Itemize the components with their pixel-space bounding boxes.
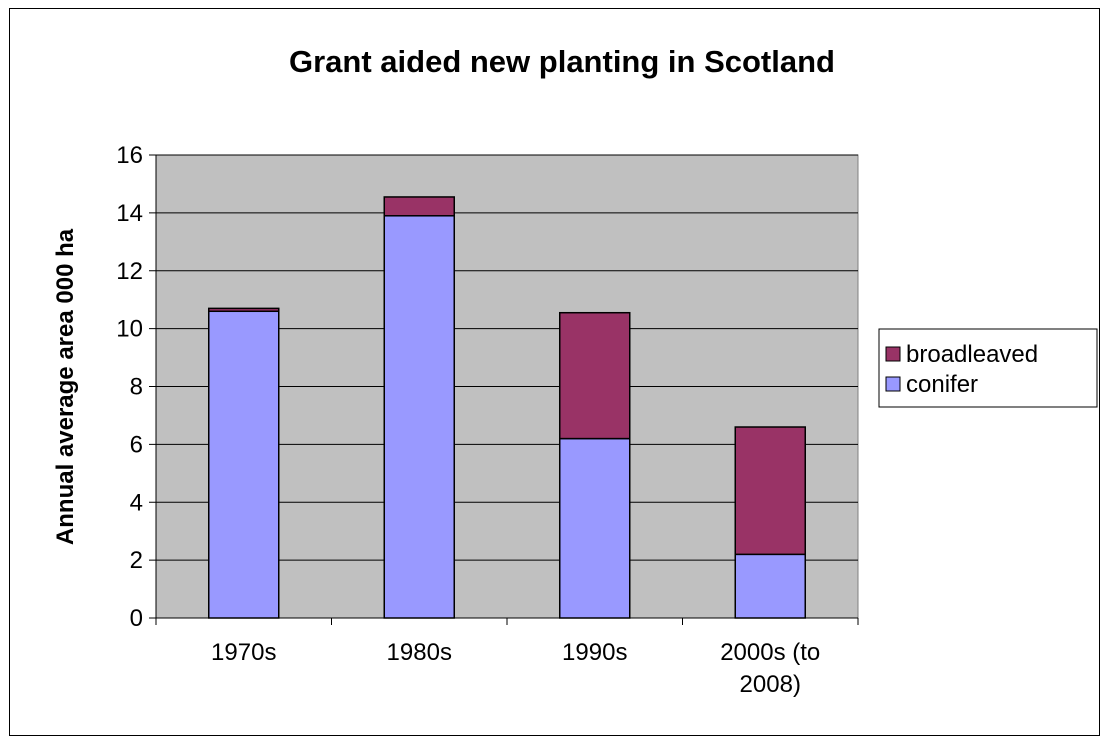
- legend-label-conifer: conifer: [906, 371, 978, 398]
- x-category-label-line: 1970s: [211, 639, 276, 666]
- chart-title: Grant aided new planting in Scotland: [289, 44, 835, 79]
- bar-broadleaved-3: [734, 426, 806, 556]
- x-category-label-line: 1980s: [387, 639, 452, 666]
- bar-conifer-2: [559, 437, 631, 619]
- y-tick-label: 16: [116, 142, 143, 169]
- x-category-label: 1980s: [387, 639, 452, 666]
- x-category-label-line: 2008): [740, 671, 801, 698]
- x-category-label: 1970s: [211, 639, 276, 666]
- y-tick-label: 4: [130, 489, 143, 516]
- legend-label-broadleaved: broadleaved: [906, 341, 1038, 368]
- bar-conifer-0: [208, 310, 280, 619]
- x-category-label-line: 2000s (to: [720, 639, 820, 666]
- legend: broadleaved conifer: [878, 328, 1098, 408]
- bar-conifer-1: [383, 215, 455, 619]
- bar-broadleaved-1: [383, 196, 455, 217]
- legend-swatch-broadleaved: [885, 346, 901, 362]
- y-tick-label: 8: [130, 374, 143, 401]
- y-tick-label: 10: [116, 316, 143, 343]
- bar-broadleaved-2: [559, 311, 631, 440]
- legend-box: [878, 328, 1098, 408]
- y-tick-label: 14: [116, 200, 143, 227]
- x-category-label: 2000s (to 2008): [720, 639, 820, 698]
- bar-conifer-3: [734, 553, 806, 619]
- x-category-label: 1990s: [562, 639, 627, 666]
- y-tick-label: 0: [130, 605, 143, 632]
- y-tick-label: 6: [130, 431, 143, 458]
- x-category-label-line: 1990s: [562, 639, 627, 666]
- bar-broadleaved-0: [208, 307, 280, 313]
- y-axis-label: Annual average area 000 ha: [52, 228, 79, 545]
- legend-swatch-conifer: [885, 376, 901, 392]
- y-tick-label: 2: [130, 547, 143, 574]
- y-tick-label: 12: [116, 258, 143, 285]
